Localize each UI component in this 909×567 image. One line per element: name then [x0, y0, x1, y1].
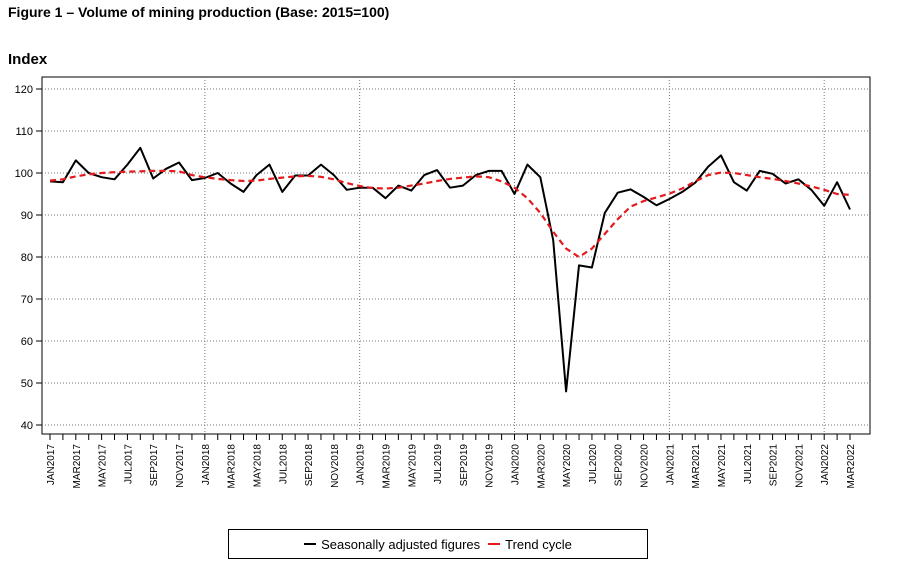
y-tick-label: 90	[21, 210, 33, 222]
x-tick-label: JUL2018	[278, 444, 289, 484]
legend-label-sa: Seasonally adjusted figures	[321, 536, 481, 552]
x-tick-label: NOV2019	[485, 444, 496, 488]
y-tick-label: 40	[21, 420, 33, 432]
y-tick-label: 50	[21, 378, 33, 390]
plot-area-frame	[41, 76, 871, 435]
x-tick-label: NOV2021	[794, 444, 805, 488]
legend: Seasonally adjusted figures Trend cycle	[228, 529, 648, 559]
series-layer	[49, 146, 851, 393]
x-tick-label: JUL2017	[123, 444, 134, 484]
x-axis: JAN2017 MAR2017 MAY2017 JUL2017 SEP2017 NOV20…	[46, 434, 857, 488]
x-tick-label: MAR2019	[381, 444, 392, 489]
series-line-seasonally-adjusted	[49, 146, 851, 393]
x-tick-label: JAN2018	[201, 444, 212, 486]
legend-label-trend: Trend cycle	[505, 536, 572, 552]
x-tick-label: JAN2022	[820, 444, 831, 486]
x-tick-label: SEP2019	[459, 444, 470, 487]
x-tick-label: SEP2017	[149, 444, 160, 487]
x-tick-label: JAN2019	[356, 444, 367, 486]
y-axis-title: Index	[8, 51, 48, 68]
x-tick-label: JUL2021	[743, 444, 754, 484]
x-tick-label: JUL2019	[433, 444, 444, 484]
y-tick-label: 70	[21, 294, 33, 306]
y-tick-label: 80	[21, 252, 33, 264]
x-tick-label: MAY2017	[98, 444, 109, 488]
line-chart: 40 50 60 70 80 90 100 110 120 JAN2017 MAR2017 MAY2…	[15, 76, 871, 488]
x-tick-label: SEP2018	[304, 444, 315, 487]
x-tick-label: JUL2020	[588, 444, 599, 484]
gridlines	[42, 77, 870, 434]
x-tick-label: MAR2020	[536, 444, 547, 489]
y-tick-label: 120	[15, 84, 33, 96]
y-tick-label: 110	[15, 126, 33, 138]
y-axis: 40 50 60 70 80 90 100 110 120	[15, 84, 42, 432]
legend-item-sa: Seasonally adjusted figures	[304, 537, 480, 552]
y-tick-label: 100	[15, 168, 33, 180]
legend-item-trend: Trend cycle	[488, 537, 572, 552]
x-tick-label: MAR2022	[846, 444, 857, 489]
x-tick-label: MAR2018	[227, 444, 238, 489]
x-tick-label: NOV2017	[175, 444, 186, 488]
x-tick-label: NOV2020	[640, 444, 651, 488]
x-tick-label: MAY2018	[252, 444, 263, 488]
x-tick-label: JAN2021	[665, 444, 676, 486]
figure-title: Figure 1 – Volume of mining production (…	[8, 4, 390, 20]
x-tick-label: JAN2017	[46, 444, 57, 486]
legend-swatch-trend	[488, 543, 501, 545]
x-tick-label: SEP2021	[769, 444, 780, 487]
x-tick-label: MAR2017	[72, 444, 83, 489]
legend-swatch-sa	[304, 543, 317, 545]
x-tick-label: MAY2019	[407, 444, 418, 488]
x-tick-label: MAY2021	[717, 444, 728, 488]
series-line-trend-cycle	[49, 169, 851, 259]
x-tick-label: JAN2020	[511, 444, 522, 486]
x-tick-label: NOV2018	[330, 444, 341, 488]
x-tick-label: SEP2020	[614, 444, 625, 487]
x-tick-label: MAY2020	[562, 444, 573, 488]
x-tick-label: MAR2021	[691, 444, 702, 489]
y-tick-label: 60	[21, 336, 33, 348]
